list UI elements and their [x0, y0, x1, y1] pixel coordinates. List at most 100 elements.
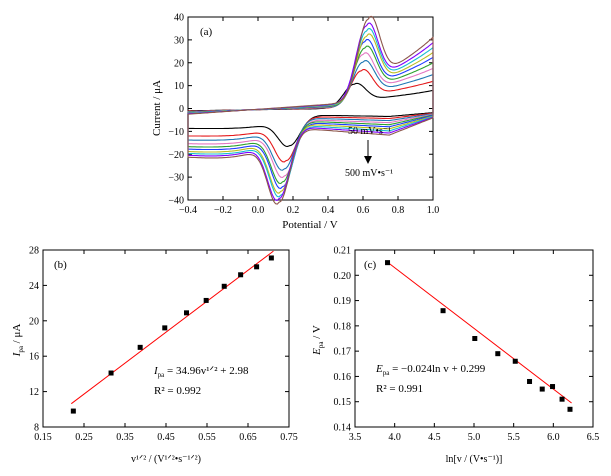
panel-b-y-tick-label: 20 — [29, 316, 39, 327]
panel-b-frame — [42, 249, 290, 428]
panel-c-ylabel-unit: / V — [311, 325, 323, 341]
panel-a-y-tick-label: −30 — [168, 173, 184, 184]
panel-c-fit-line — [385, 260, 572, 404]
panel-c-ylabel-symbol: E — [311, 348, 323, 356]
panel-b-x-tick-label: 0.45 — [157, 432, 175, 443]
panel-b-point — [254, 264, 260, 270]
panel-a-x-tick-label: 0.4 — [322, 205, 335, 216]
panel-a-y-tick-label: 20 — [174, 58, 184, 69]
panel-a-x-tick-label: 0.2 — [287, 205, 300, 216]
panel-a-y-tick-label: 10 — [174, 81, 184, 92]
panel-a-x-tick-label: −0.2 — [214, 205, 232, 216]
panel-b-x-tick-label: 0.65 — [239, 432, 257, 443]
scan-rate-start-label: 50 mV•s⁻¹ — [348, 126, 391, 137]
panel-c-point — [567, 406, 573, 412]
panel-c-eq-subscript: pa — [383, 369, 391, 377]
panel-c-x-tick-label: 5.5 — [507, 432, 520, 443]
panel-b-point — [184, 310, 189, 316]
panel-b-r2: R² = 0.992 — [154, 385, 201, 397]
cv-curve — [187, 28, 434, 198]
panel-c-x-axis: 3.5 4.0 4.5 5.0 5.5 6.0 6.5 — [349, 250, 599, 443]
panel-a-tag: (a) — [200, 26, 213, 38]
panel-c-y-axis: 0.21 0.20 0.19 0.18 0.17 0.16 0.15 0.14 — [334, 246, 593, 434]
panel-c-x-tick-label: 5.0 — [468, 432, 481, 443]
panel-c-y-tick-label: 0.16 — [334, 372, 352, 383]
panel-b-point — [221, 283, 227, 289]
panel-b-point — [238, 272, 244, 278]
panel-b-ylabel-subscript: pa — [17, 345, 25, 353]
panel-b-y-axis: 28 24 20 16 12 8 — [29, 246, 289, 434]
panel-a-x-tick-label: 1.0 — [427, 205, 440, 216]
panel-b-ylabel: Ipa / μA — [11, 324, 25, 358]
panel-b-eq-symbol: I — [153, 365, 159, 377]
panel-c-r2: R² = 0.991 — [376, 383, 423, 395]
panel-c-y-tick-label: 0.20 — [334, 271, 352, 282]
panel-a-y-tick-label: 40 — [174, 13, 184, 24]
panel-b-x-tick-label: 0.75 — [280, 432, 298, 443]
panel-a-cyclic-voltammograms: −0.4 −0.2 0.0 0.2 0.4 0.6 0.8 1.0 403020100−10−… — [151, 13, 439, 232]
panel-b-x-tick-label: 0.15 — [34, 432, 52, 443]
panel-a-y-tick-label: −20 — [168, 150, 184, 161]
panel-b-y-tick-label: 24 — [29, 281, 39, 292]
panel-b-eq-rest: = 34.96v¹ᐟ² + 2.98 — [164, 365, 249, 377]
panel-a-y-axis: 40 30 20 10 0 −10 −20 −30 −40 — [168, 13, 433, 207]
panel-b-x-tick-label: 0.35 — [116, 432, 134, 443]
cv-curve — [187, 15, 434, 205]
panel-a-x-tick-label: −0.4 — [179, 205, 197, 216]
panel-b-equation: Ipa = 34.96v¹ᐟ² + 2.98 — [153, 365, 249, 379]
panel-a-x-tick-label: 0.6 — [357, 205, 370, 216]
panel-a-curves — [187, 15, 434, 205]
panel-c-fit — [385, 260, 572, 404]
panel-a-xlabel: Potential / V — [282, 219, 337, 231]
cv-curve — [187, 38, 434, 189]
panel-b-point — [137, 344, 143, 350]
panel-b-point — [108, 370, 114, 376]
panel-c-y-tick-label: 0.14 — [334, 423, 352, 434]
panel-b-point — [268, 255, 274, 261]
panel-c-point — [495, 351, 501, 357]
panel-b-y-tick-label: 16 — [29, 352, 39, 363]
panel-c-point — [512, 358, 518, 364]
panel-b-x-tick-label: 0.25 — [75, 432, 93, 443]
panel-b-ylabel-symbol: I — [11, 351, 23, 357]
panel-b-ylabel-unit: / μA — [11, 324, 23, 346]
panel-c-point — [385, 260, 391, 266]
panel-c-ylabel-subscript: pa — [317, 341, 325, 349]
panel-c-point — [472, 336, 478, 341]
panel-b-point — [162, 325, 168, 331]
panel-b-tag: (b) — [54, 259, 67, 271]
panel-a-x-axis: −0.4 −0.2 0.0 0.2 0.4 0.6 0.8 1.0 — [179, 17, 439, 216]
cv-curve — [187, 33, 434, 194]
panel-b-y-tick-label: 12 — [29, 387, 39, 398]
panel-c-point — [539, 386, 545, 392]
panel-c-equation: Epa = −0.024ln v + 0.299 — [375, 363, 486, 377]
panel-a-x-tick-label: 0.8 — [392, 205, 405, 216]
panel-c-point — [550, 384, 556, 390]
panel-c-ylabel: Epa / V — [311, 325, 325, 356]
panel-b-x-tick-label: 0.55 — [198, 432, 216, 443]
panel-c-y-tick-label: 0.17 — [334, 347, 352, 358]
panel-c-point — [440, 308, 446, 314]
panel-c-points — [385, 260, 573, 412]
panel-a-x-tick-label: 0.0 — [252, 205, 265, 216]
panel-a-y-tick-label: 0 — [179, 104, 184, 115]
cv-curve — [187, 82, 434, 147]
panel-a-y-tick-label: 30 — [174, 35, 184, 46]
panel-c-point — [527, 378, 533, 384]
panel-c-xlabel: ln[v / (V•s⁻¹)] — [446, 454, 503, 465]
panel-c-x-tick-label: 3.5 — [349, 432, 362, 443]
panel-b-y-tick-label: 28 — [29, 246, 39, 257]
panel-b-eq-subscript: pa — [158, 371, 166, 379]
panel-a-y-tick-label: −40 — [168, 196, 184, 207]
scan-rate-end-label: 500 mV•s⁻¹ — [345, 168, 393, 179]
scan-rate-arrow-head — [364, 156, 372, 164]
panel-c-y-tick-label: 0.19 — [334, 296, 352, 307]
panel-c-eq-rest: = −0.024ln v + 0.299 — [389, 363, 485, 375]
panel-c-y-tick-label: 0.21 — [334, 246, 352, 257]
panel-b-point — [70, 408, 76, 414]
panel-c-y-tick-label: 0.15 — [334, 397, 352, 408]
panel-c-x-tick-label: 4.5 — [428, 432, 441, 443]
panel-c-point — [559, 396, 565, 402]
panel-b-xlabel: v¹ᐟ² / (V¹ᐟ²•s⁻¹ᐟ²) — [131, 454, 201, 465]
